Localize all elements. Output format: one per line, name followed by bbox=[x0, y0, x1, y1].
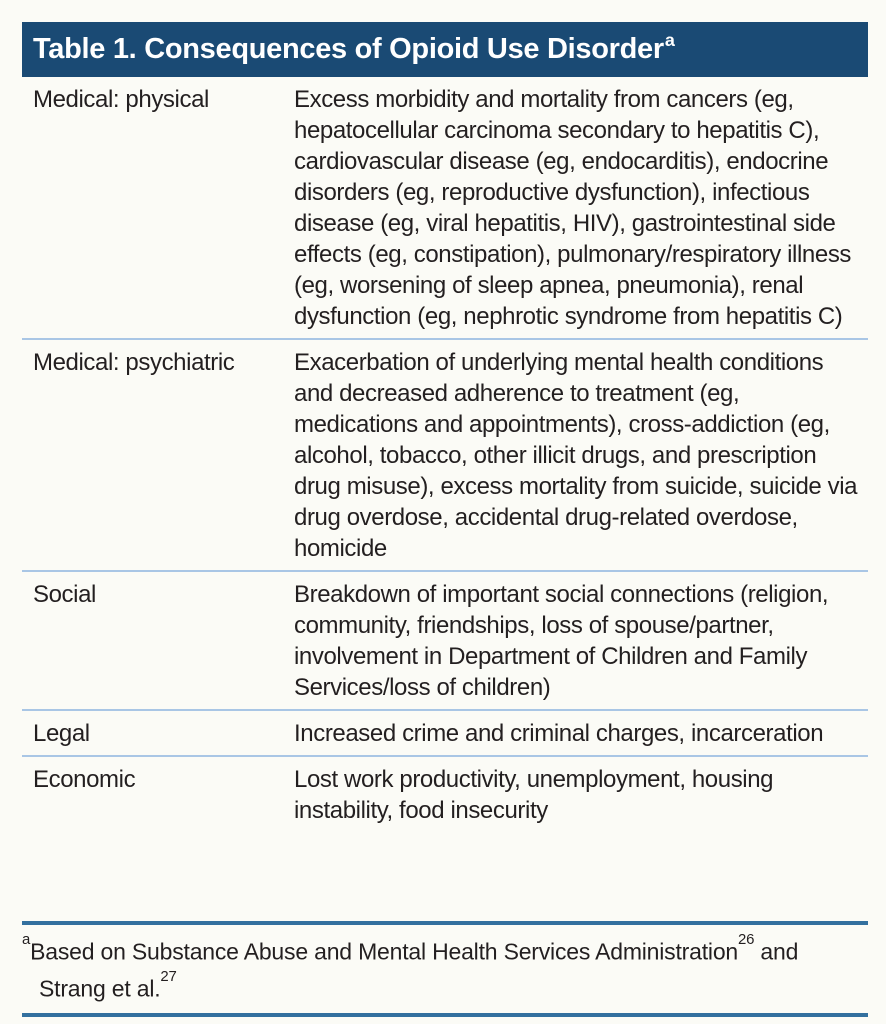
table-body: Medical: physical Excess morbidity and m… bbox=[22, 77, 868, 832]
footnote-text-part2: and Strang et al. bbox=[39, 938, 799, 1002]
footnote-marker-superscript: a bbox=[22, 931, 31, 949]
footnote-text-part1: Based on Substance Abuse and Mental Heal… bbox=[30, 938, 739, 965]
row-category-label: Legal bbox=[33, 720, 90, 747]
row-content-text: Exacerbation of underlying mental health… bbox=[294, 349, 858, 562]
row-category-label: Economic bbox=[33, 766, 136, 793]
footnote-text: aBased on Substance Abuse and Mental Hea… bbox=[22, 931, 868, 1004]
table-header-bar: Table 1. Consequences of Opioid Use Diso… bbox=[22, 22, 868, 77]
table-row: Economic Lost work productivity, unemplo… bbox=[22, 757, 868, 832]
row-content-text: Breakdown of important social connection… bbox=[294, 581, 829, 701]
row-category-label: Medical: psychiatric bbox=[33, 349, 235, 376]
table-row: Medical: psychiatric Exacerbation of und… bbox=[22, 340, 868, 572]
row-content-text: Increased crime and criminal charges, in… bbox=[294, 720, 824, 747]
footnote-reference-27: 27 bbox=[160, 967, 177, 985]
footnote-reference-26: 26 bbox=[738, 931, 755, 949]
row-category-label: Social bbox=[33, 581, 96, 608]
row-content-text: Excess morbidity and mortality from canc… bbox=[294, 86, 852, 330]
table-row: Social Breakdown of important social con… bbox=[22, 572, 868, 711]
table-footnote: aBased on Substance Abuse and Mental Hea… bbox=[22, 921, 868, 1018]
row-content-text: Lost work productivity, unemployment, ho… bbox=[294, 766, 774, 824]
table-title: Table 1. Consequences of Opioid Use Diso… bbox=[33, 33, 664, 65]
table-row: Medical: physical Excess morbidity and m… bbox=[22, 77, 868, 340]
table-title-superscript: a bbox=[664, 30, 675, 51]
table-row: Legal Increased crime and criminal charg… bbox=[22, 711, 868, 757]
row-category-label: Medical: physical bbox=[33, 86, 209, 113]
